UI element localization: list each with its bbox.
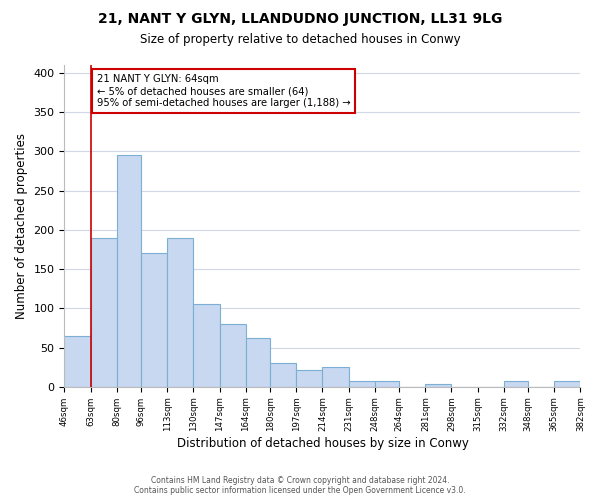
Bar	[193, 304, 220, 387]
Bar	[116, 156, 141, 387]
Text: 21, NANT Y GLYN, LLANDUDNO JUNCTION, LL31 9LG: 21, NANT Y GLYN, LLANDUDNO JUNCTION, LL3…	[98, 12, 502, 26]
Bar	[554, 380, 580, 387]
Bar	[91, 238, 116, 387]
Text: Size of property relative to detached houses in Conwy: Size of property relative to detached ho…	[140, 32, 460, 46]
Text: 21 NANT Y GLYN: 64sqm
← 5% of detached houses are smaller (64)
95% of semi-detac: 21 NANT Y GLYN: 64sqm ← 5% of detached h…	[97, 74, 350, 108]
X-axis label: Distribution of detached houses by size in Conwy: Distribution of detached houses by size …	[176, 437, 469, 450]
Y-axis label: Number of detached properties: Number of detached properties	[15, 133, 28, 319]
Bar	[141, 254, 167, 387]
Bar	[322, 367, 349, 387]
Bar	[220, 324, 245, 387]
Bar	[425, 384, 451, 387]
Text: Contains HM Land Registry data © Crown copyright and database right 2024.
Contai: Contains HM Land Registry data © Crown c…	[134, 476, 466, 495]
Bar	[349, 382, 374, 387]
Bar	[296, 370, 322, 387]
Bar	[167, 238, 193, 387]
Bar	[245, 338, 270, 387]
Bar	[503, 382, 528, 387]
Bar	[374, 382, 399, 387]
Bar	[270, 364, 296, 387]
Bar	[64, 336, 91, 387]
